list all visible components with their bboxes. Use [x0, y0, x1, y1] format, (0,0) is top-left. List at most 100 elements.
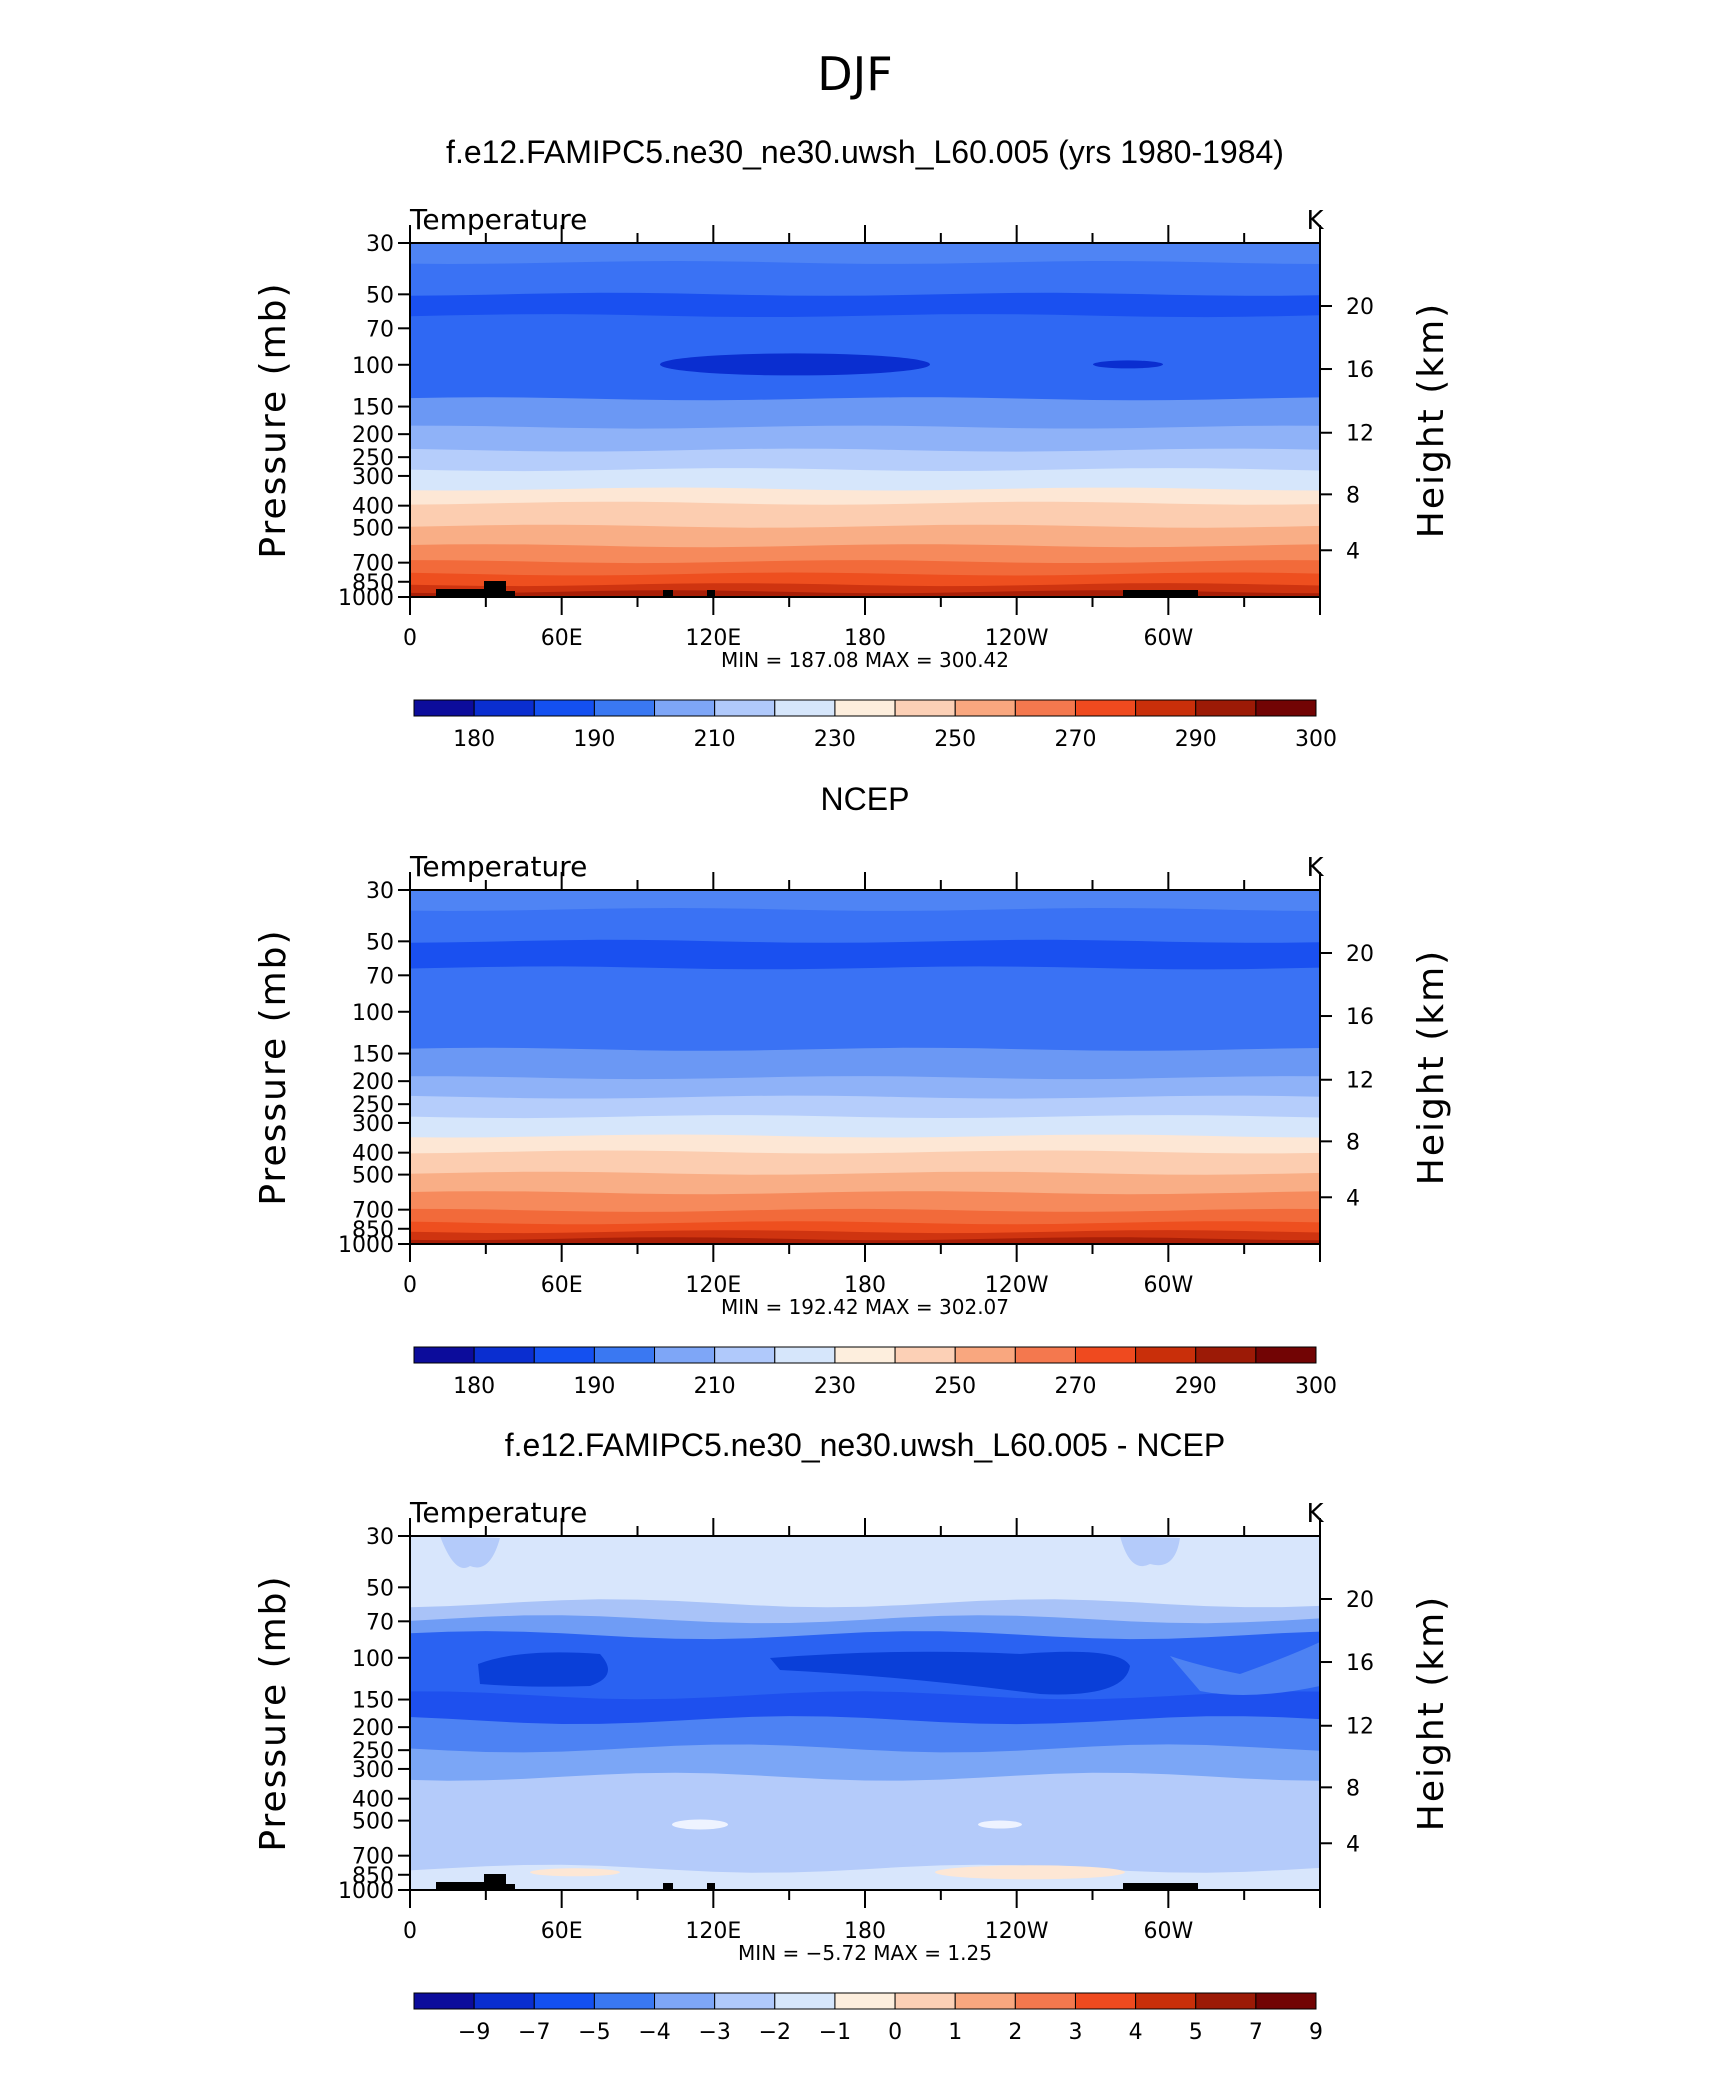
colorbar-swatch [473, 1346, 535, 1364]
colorbar-label: 250 [934, 727, 976, 752]
panel-subtitle: Temperature [409, 1496, 587, 1529]
colorbar-swatch [593, 699, 656, 717]
x-tick-label: 60E [541, 626, 583, 651]
colorbar-label: 2 [1008, 2020, 1022, 2045]
bias-contour [440, 1536, 500, 1568]
cold-bias-contour [770, 1651, 1130, 1695]
y-tick-label: 100 [352, 1647, 394, 1672]
topography [484, 1874, 506, 1890]
x-tick-label: 0 [403, 1273, 417, 1298]
colorbar-swatch [714, 1992, 776, 2010]
y-tick-label: 400 [352, 1142, 394, 1167]
cold-bias-contour [478, 1652, 608, 1687]
y-tick-label: 700 [352, 1845, 394, 1870]
y-tick-label: 500 [352, 1810, 394, 1835]
y-right-tick-label: 8 [1346, 1130, 1360, 1155]
y-axis-label: Pressure (mb) [253, 281, 294, 558]
heatmap-area [410, 243, 1320, 597]
x-tick-label: 180 [844, 1919, 886, 1944]
colorbar-label: −1 [819, 2020, 851, 2045]
y-tick-label: 1000 [338, 1879, 394, 1904]
colorbar-swatch [533, 699, 595, 717]
y-right-tick-label: 8 [1346, 483, 1360, 508]
y-right-tick-label: 16 [1346, 1651, 1374, 1676]
y-right-axis-label: Height (km) [1411, 1595, 1452, 1831]
topography [707, 590, 715, 597]
colorbar-swatch [413, 1346, 475, 1364]
colorbar-swatch [954, 699, 1016, 717]
topography [505, 1884, 515, 1890]
y-tick-label: 70 [366, 964, 394, 989]
colorbar-swatch [1255, 699, 1317, 717]
y-tick-label: 250 [352, 1739, 394, 1764]
colorbar-label: 290 [1175, 727, 1217, 752]
colorbar-label: 300 [1295, 1374, 1337, 1399]
colorbar-label: 190 [573, 1374, 615, 1399]
colorbar-label: −2 [759, 2020, 791, 2045]
colorbar-label: 210 [694, 1374, 736, 1399]
panel-subtitle: Temperature [409, 203, 587, 236]
colorbar-label: 270 [1054, 727, 1096, 752]
colorbar-swatch [1074, 1346, 1137, 1364]
colorbar-swatch [654, 1992, 716, 2010]
units-label: K [1306, 1499, 1324, 1529]
colorbar-swatch [714, 699, 776, 717]
topography [663, 590, 673, 597]
bias-contour [1170, 1642, 1320, 1695]
colorbar-label: 230 [814, 727, 856, 752]
x-tick-label: 180 [844, 1273, 886, 1298]
contour-band [410, 590, 1320, 597]
colorbar-swatch [834, 1346, 896, 1364]
colorbar-label: 3 [1068, 2020, 1082, 2045]
colorbar-label: 0 [888, 2020, 902, 2045]
y-tick-label: 850 [352, 1864, 394, 1889]
cold-core-contour [1093, 360, 1163, 369]
y-right-tick-label: 16 [1346, 358, 1374, 383]
panel-title: NCEP [821, 781, 910, 817]
colorbar-label: 230 [814, 1374, 856, 1399]
y-tick-label: 30 [366, 879, 394, 904]
panel-subtitle: Temperature [409, 850, 587, 883]
y-tick-label: 100 [352, 354, 394, 379]
x-tick-label: 60W [1143, 626, 1193, 651]
y-tick-label: 100 [352, 1001, 394, 1026]
y-axis-label: Pressure (mb) [253, 928, 294, 1205]
colorbar-swatch [714, 1346, 776, 1364]
units-label: K [1306, 853, 1324, 883]
y-right-tick-label: 20 [1346, 295, 1374, 320]
colorbar-swatch [774, 1346, 836, 1364]
colorbar-swatch [593, 1346, 656, 1364]
colorbar-label: 180 [453, 727, 495, 752]
colorbar-swatch [1135, 1346, 1197, 1364]
y-right-tick-label: 8 [1346, 1776, 1360, 1801]
colorbar-swatch [413, 1992, 475, 2010]
colorbar-swatch [1074, 1992, 1137, 2010]
panel-title: f.e12.FAMIPC5.ne30_ne30.uwsh_L60.005 - N… [505, 1427, 1225, 1463]
y-tick-label: 150 [352, 396, 394, 421]
colorbar-swatch [1014, 1346, 1076, 1364]
colorbar-label: 5 [1189, 2020, 1203, 2045]
y-right-tick-label: 12 [1346, 422, 1374, 447]
y-tick-label: 500 [352, 517, 394, 542]
colorbar-swatch [654, 699, 716, 717]
colorbar-label: −4 [638, 2020, 670, 2045]
x-tick-label: 0 [403, 1919, 417, 1944]
warm-bias-contour [530, 1868, 620, 1877]
y-right-tick-label: 12 [1346, 1715, 1374, 1740]
y-tick-label: 70 [366, 317, 394, 342]
y-tick-label: 150 [352, 1689, 394, 1714]
x-tick-label: 60W [1143, 1273, 1193, 1298]
x-tick-label: 120W [985, 1919, 1049, 1944]
y-tick-label: 850 [352, 571, 394, 596]
x-tick-label: 120W [985, 1273, 1049, 1298]
contour-band [410, 1237, 1320, 1244]
x-tick-label: 120E [685, 1919, 741, 1944]
y-tick-label: 50 [366, 930, 394, 955]
y-tick-label: 850 [352, 1218, 394, 1243]
y-right-tick-label: 20 [1346, 1588, 1374, 1613]
y-tick-label: 50 [366, 283, 394, 308]
colorbar-swatch [1135, 1992, 1197, 2010]
colorbar-label: 290 [1175, 1374, 1217, 1399]
